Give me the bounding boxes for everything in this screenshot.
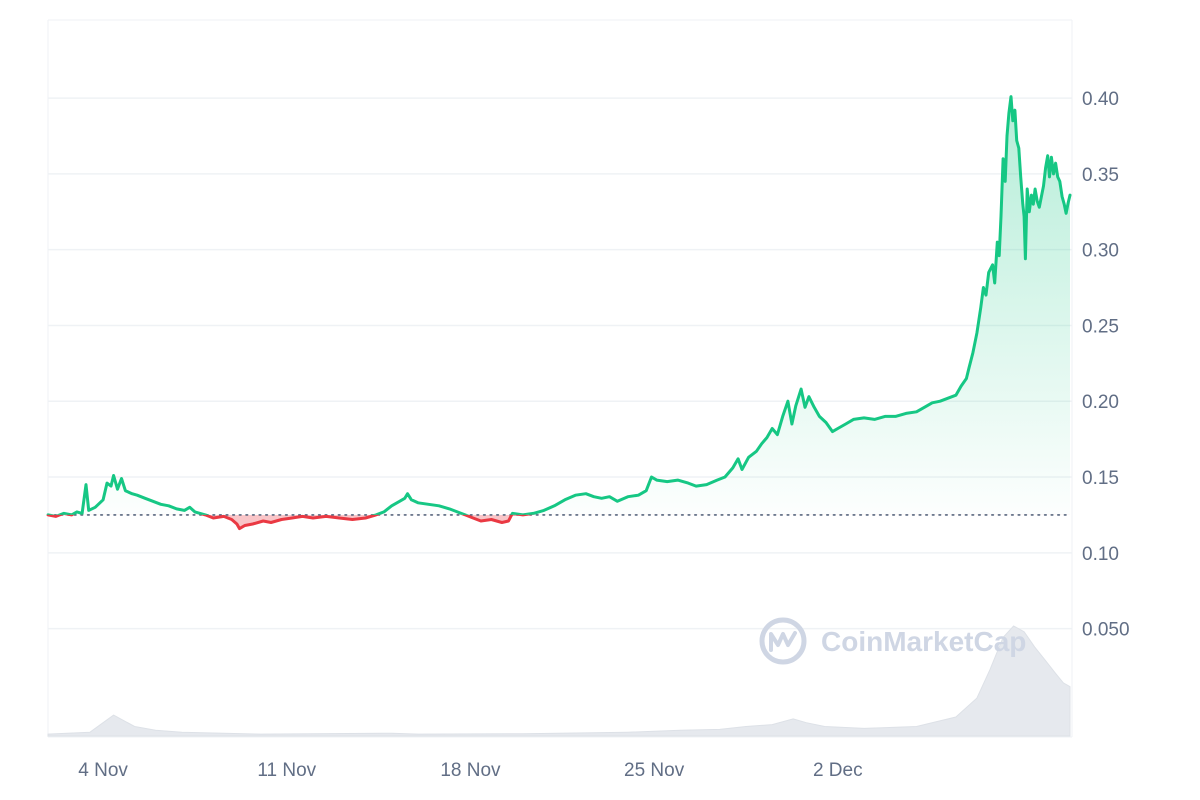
x-tick-label: 25 Nov	[624, 760, 685, 781]
x-tick-label: 18 Nov	[440, 760, 501, 781]
y-axis-labels: 0.10 0.15 0.20 0.25 0.30 0.35 0.40 0.050	[1082, 89, 1130, 641]
y-tick-label: 0.30	[1082, 241, 1119, 262]
y-tick-label: 0.050	[1082, 620, 1130, 641]
y-tick-label: 0.35	[1082, 165, 1119, 186]
y-tick-label: 0.40	[1082, 89, 1119, 110]
x-axis-labels: 4 Nov 11 Nov 18 Nov 25 Nov 2 Dec	[78, 760, 862, 781]
x-tick-label: 11 Nov	[257, 760, 316, 781]
coinmarketcap-logo-icon	[759, 617, 807, 665]
x-tick-label: 2 Dec	[813, 760, 863, 781]
price-area-down	[48, 514, 512, 529]
watermark-text: CoinMarketCap	[821, 626, 1026, 657]
price-line-down	[46, 514, 534, 531]
price-area-up	[48, 96, 1070, 515]
y-tick-label: 0.25	[1082, 316, 1119, 337]
y-tick-label: 0.10	[1082, 544, 1119, 565]
x-tick-label: 4 Nov	[78, 760, 128, 781]
coinmarketcap-watermark: CoinMarketCap	[759, 617, 1026, 665]
volume-area	[47, 625, 1071, 737]
price-line-up	[46, 95, 1072, 515]
y-tick-label: 0.15	[1082, 468, 1119, 489]
y-tick-label: 0.20	[1082, 392, 1119, 413]
plot-frame	[47, 19, 1073, 738]
gridlines	[48, 97, 1072, 630]
